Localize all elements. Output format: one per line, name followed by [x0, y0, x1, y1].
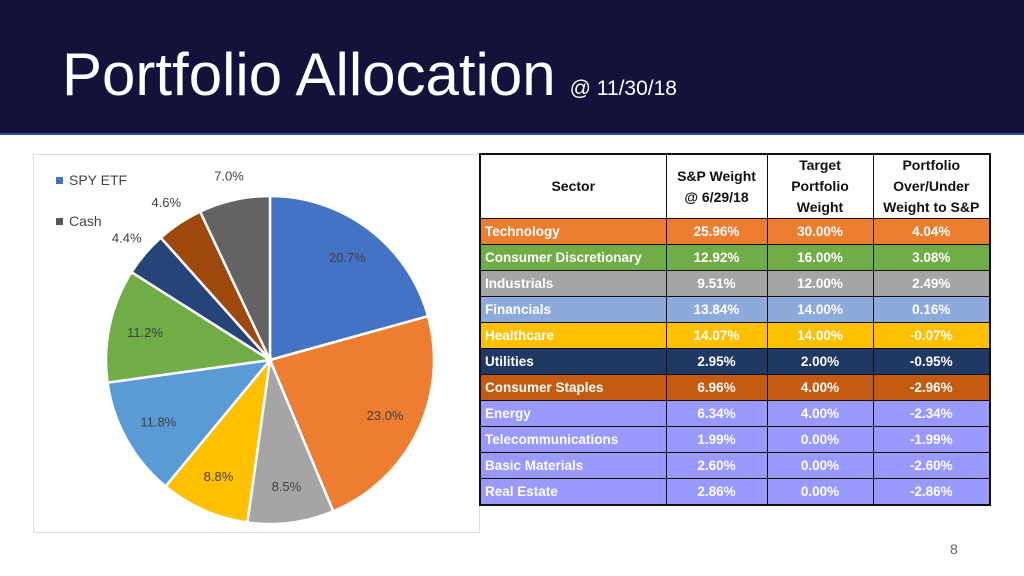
sp-weight-cell: 2.60%: [665, 452, 768, 479]
sp-weight-cell: 9.51%: [665, 270, 768, 297]
table-row: Consumer Discretionary 12.92% 16.00% 3.08%: [479, 244, 991, 271]
pie-slice-label: 4.6%: [151, 195, 181, 210]
pie-slice-label: 11.8%: [140, 414, 176, 429]
table-row: Energy 6.34% 4.00% -2.34%: [479, 400, 991, 427]
sector-cell: Consumer Staples: [479, 374, 667, 401]
slide-title-text: Portfolio Allocation: [62, 41, 556, 108]
sector-cell: Utilities: [479, 348, 667, 375]
title-bar-divider: [0, 133, 1024, 135]
slide-title: Portfolio Allocation @ 11/30/18: [62, 40, 677, 124]
header-target-weight: Target Portfolio Weight: [766, 153, 874, 219]
table-row: Utilities 2.95% 2.00% -0.95%: [479, 348, 991, 375]
over-under-cell: 4.04%: [872, 218, 991, 245]
legend-item-spy-etf: SPY ETF: [56, 170, 127, 190]
target-weight-cell: 12.00%: [766, 270, 874, 297]
target-weight-cell: 4.00%: [766, 400, 874, 427]
sp-weight-cell: 14.07%: [665, 322, 768, 349]
sector-cell: Real Estate: [479, 478, 667, 506]
target-weight-cell: 0.00%: [766, 452, 874, 479]
target-weight-cell: 4.00%: [766, 374, 874, 401]
pie-slice: [104, 270, 274, 385]
over-under-cell: -2.34%: [872, 400, 991, 427]
sector-cell: Telecommunications: [479, 426, 667, 453]
target-weight-cell: 14.00%: [766, 296, 874, 323]
sector-cell: Basic Materials: [479, 452, 667, 479]
page-number: 8: [950, 541, 958, 557]
sp-weight-cell: 2.95%: [665, 348, 768, 375]
sector-cell: Energy: [479, 400, 667, 427]
over-under-cell: -0.95%: [872, 348, 991, 375]
target-weight-cell: 16.00%: [766, 244, 874, 271]
chart-legend: SPY ETF Cash: [56, 170, 127, 252]
sector-cell: Industrials: [479, 270, 667, 297]
table-row: Basic Materials 2.60% 0.00% -2.60%: [479, 452, 991, 479]
sp-weight-cell: 25.96%: [665, 218, 768, 245]
sp-weight-cell: 2.86%: [665, 478, 768, 506]
sector-cell: Consumer Discretionary: [479, 244, 667, 271]
header-sector: Sector: [479, 153, 667, 219]
legend-swatch-spy-etf: [56, 176, 63, 184]
table-row: Telecommunications 1.99% 0.00% -1.99%: [479, 426, 991, 453]
over-under-cell: -2.60%: [872, 452, 991, 479]
pie-slice-label: 20.7%: [329, 250, 366, 265]
pie-slice: [268, 314, 436, 513]
sp-weight-cell: 6.34%: [665, 400, 768, 427]
pie-slice: [106, 358, 274, 489]
header-sp-weight: S&P Weight @ 6/29/18: [665, 153, 768, 219]
over-under-cell: 0.16%: [872, 296, 991, 323]
legend-item-cash: Cash: [56, 211, 127, 231]
header-over-under: Portfolio Over/Under Weight to S&P: [872, 153, 991, 219]
target-weight-cell: 0.00%: [766, 478, 874, 506]
target-weight-cell: 0.00%: [766, 426, 874, 453]
pie-slice-label: 8.5%: [272, 479, 302, 494]
table-row: Consumer Staples 6.96% 4.00% -2.96%: [479, 374, 991, 401]
sp-weight-cell: 1.99%: [665, 426, 768, 453]
legend-label-spy-etf: SPY ETF: [69, 172, 128, 188]
pie-slice-label: 23.0%: [367, 408, 404, 423]
pie-chart: 20.7% 23.0% 8.5% 8.8% 11.8% 11.2% 4.4% 4.6% 7.0%: [104, 169, 436, 526]
table-row: Financials 13.84% 14.00% 0.16%: [479, 296, 991, 323]
sp-weight-cell: 13.84%: [665, 296, 768, 323]
sector-cell: Technology: [479, 218, 667, 245]
pie-slice: [245, 355, 335, 526]
pie-slice: [268, 194, 430, 362]
pie-chart-panel: 20.7% 23.0% 8.5% 8.8% 11.8% 11.2% 4.4% 4.6% 7.0%…: [33, 154, 480, 533]
table-row: Healthcare 14.07% 14.00% -0.07%: [479, 322, 991, 349]
over-under-cell: -1.99%: [872, 426, 991, 453]
over-under-cell: -0.07%: [872, 322, 991, 349]
table-row: Real Estate 2.86% 0.00% -2.86%: [479, 478, 991, 506]
table-row: Technology 25.96% 30.00% 4.04%: [479, 218, 991, 245]
sector-cell: Financials: [479, 296, 667, 323]
legend-swatch-cash: [56, 217, 63, 225]
sp-weight-cell: 12.92%: [665, 244, 768, 271]
target-weight-cell: 30.00%: [766, 218, 874, 245]
slide-subtitle: @ 11/30/18: [569, 77, 677, 100]
over-under-cell: -2.86%: [872, 478, 991, 506]
pie-slice: [198, 194, 272, 361]
over-under-cell: 2.49%: [872, 270, 991, 297]
over-under-cell: 3.08%: [872, 244, 991, 271]
pie-slice-label: 8.8%: [204, 469, 234, 484]
pie-slice-label: 4.4%: [112, 230, 142, 245]
sector-allocation-table: Sector S&P Weight @ 6/29/18 Target Portf…: [479, 153, 991, 506]
legend-label-cash: Cash: [69, 213, 102, 229]
pie-slice-label: 11.2%: [127, 325, 163, 340]
table-header-row: Sector S&P Weight @ 6/29/18 Target Portf…: [479, 153, 991, 219]
target-weight-cell: 2.00%: [766, 348, 874, 375]
table-row: Industrials 9.51% 12.00% 2.49%: [479, 270, 991, 297]
pie-slice-label: 7.0%: [214, 169, 244, 184]
sp-weight-cell: 6.96%: [665, 374, 768, 401]
title-bar: [0, 0, 1024, 133]
target-weight-cell: 14.00%: [766, 322, 874, 349]
over-under-cell: -2.96%: [872, 374, 991, 401]
pie-slice: [163, 355, 272, 524]
sector-cell: Healthcare: [479, 322, 667, 349]
